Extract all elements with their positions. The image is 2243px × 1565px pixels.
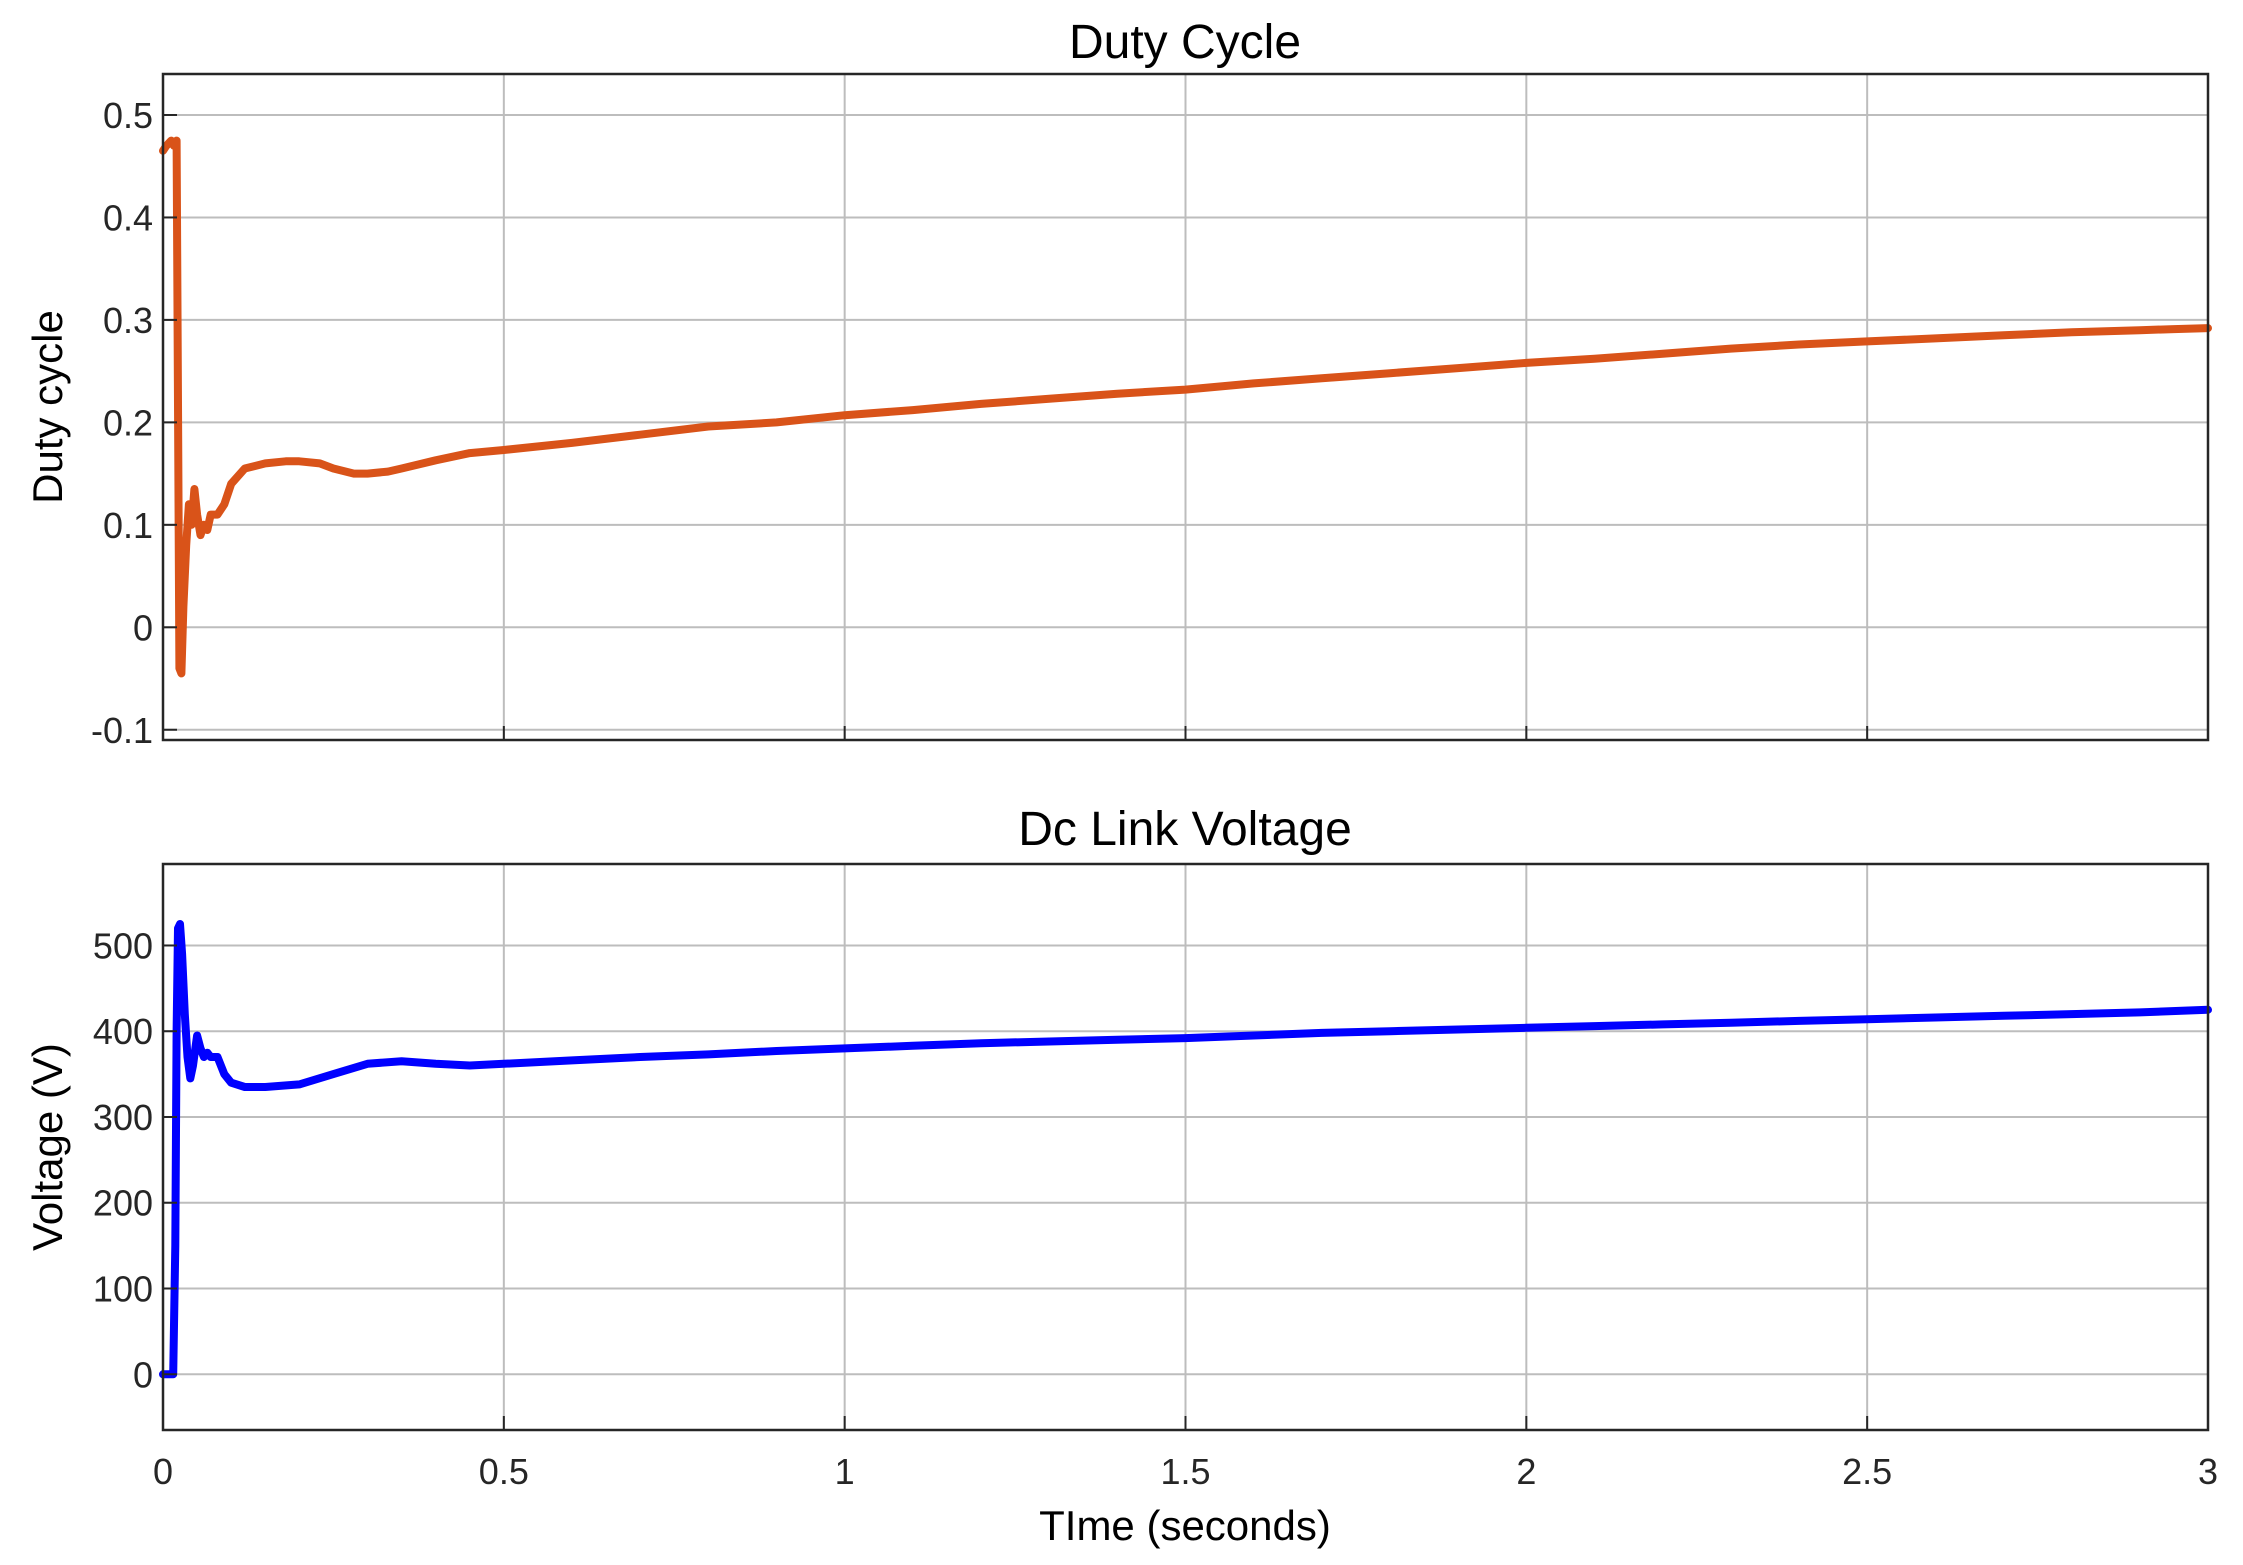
duty-cycle-ytick-label: 0.1 xyxy=(103,505,153,546)
dc-link-voltage-xtick-label: 1 xyxy=(835,1451,855,1492)
dc-link-voltage-ytick-label: 400 xyxy=(93,1011,153,1052)
dc-link-voltage-ytick-label: 0 xyxy=(133,1354,153,1395)
dc-link-voltage-series xyxy=(159,920,2212,1379)
dc-link-voltage-xlabel: TIme (seconds) xyxy=(1039,1502,1331,1549)
duty-cycle-ytick-label: 0.3 xyxy=(103,300,153,341)
dc-link-voltage-ytick-label: 300 xyxy=(93,1097,153,1138)
dc-link-voltage-xtick-label: 2 xyxy=(1516,1451,1536,1492)
duty-cycle-ytick-label: -0.1 xyxy=(91,710,153,751)
dc-link-voltage-xtick-label: 2.5 xyxy=(1842,1451,1892,1492)
dc-link-voltage-xtick-label: 0 xyxy=(153,1451,173,1492)
dc-link-voltage-gridlines xyxy=(163,864,2208,1430)
dc-link-voltage-xtick-label: 1.5 xyxy=(1160,1451,1210,1492)
dc-link-voltage-xtick-label: 0.5 xyxy=(479,1451,529,1492)
duty-cycle-chart: -0.1 0 0.1 0.2 0.3 0.4 0.5 Duty Cycle Duty cyc… xyxy=(24,16,2212,751)
dc-link-voltage-chart: 0 0.5 1 1.5 2 2.5 3 0 100 200 300 400 500 Dc Link Vo… xyxy=(24,803,2218,1549)
duty-cycle-ylabel: Duty cycle xyxy=(24,310,71,504)
duty-cycle-ytick-label: 0.5 xyxy=(103,95,153,136)
duty-cycle-series xyxy=(159,136,2212,678)
dc-link-voltage-ticks: 0 0.5 1 1.5 2 2.5 3 0 100 200 300 400 500 xyxy=(93,925,2218,1492)
dc-link-voltage-ytick-label: 100 xyxy=(93,1269,153,1310)
dc-link-voltage-line xyxy=(159,920,2212,1379)
duty-cycle-ytick-label: 0.4 xyxy=(103,197,153,238)
duty-cycle-title: Duty Cycle xyxy=(1069,16,1301,69)
dc-link-voltage-ylabel: Voltage (V) xyxy=(24,1043,71,1251)
duty-cycle-ytick-label: 0.2 xyxy=(103,402,153,443)
dc-link-voltage-xtick-label: 3 xyxy=(2198,1451,2218,1492)
dc-link-voltage-ytick-label: 500 xyxy=(93,925,153,966)
dc-link-voltage-ytick-label: 200 xyxy=(93,1183,153,1224)
duty-cycle-ytick-label: 0 xyxy=(133,607,153,648)
dc-link-voltage-title: Dc Link Voltage xyxy=(1018,803,1352,856)
duty-cycle-ticks: -0.1 0 0.1 0.2 0.3 0.4 0.5 xyxy=(91,95,2209,751)
duty-cycle-line xyxy=(159,136,2212,678)
